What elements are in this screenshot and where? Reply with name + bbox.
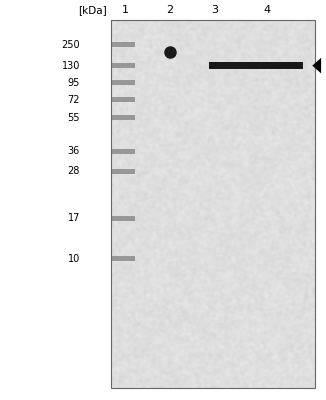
Bar [112, 80, 135, 85]
Bar [112, 216, 135, 221]
Bar [112, 256, 135, 262]
Text: 36: 36 [67, 146, 80, 156]
Bar [112, 169, 135, 174]
Text: 95: 95 [67, 78, 80, 88]
Text: 72: 72 [67, 95, 80, 105]
Bar [209, 62, 303, 69]
Bar [112, 97, 135, 102]
Text: 3: 3 [212, 5, 219, 15]
Text: 28: 28 [67, 166, 80, 176]
Text: 17: 17 [67, 214, 80, 223]
Text: 4: 4 [264, 5, 271, 15]
Text: 10: 10 [67, 254, 80, 264]
Text: [kDa]: [kDa] [79, 5, 107, 15]
Bar [112, 148, 135, 154]
Text: 130: 130 [62, 61, 80, 70]
Bar [112, 63, 135, 68]
Polygon shape [312, 58, 321, 73]
Bar [112, 115, 135, 120]
Bar [112, 42, 135, 47]
Text: 250: 250 [61, 40, 80, 50]
Bar [111, 20, 315, 388]
Text: 55: 55 [67, 113, 80, 122]
Text: 2: 2 [166, 5, 173, 15]
Text: 1: 1 [122, 5, 129, 15]
